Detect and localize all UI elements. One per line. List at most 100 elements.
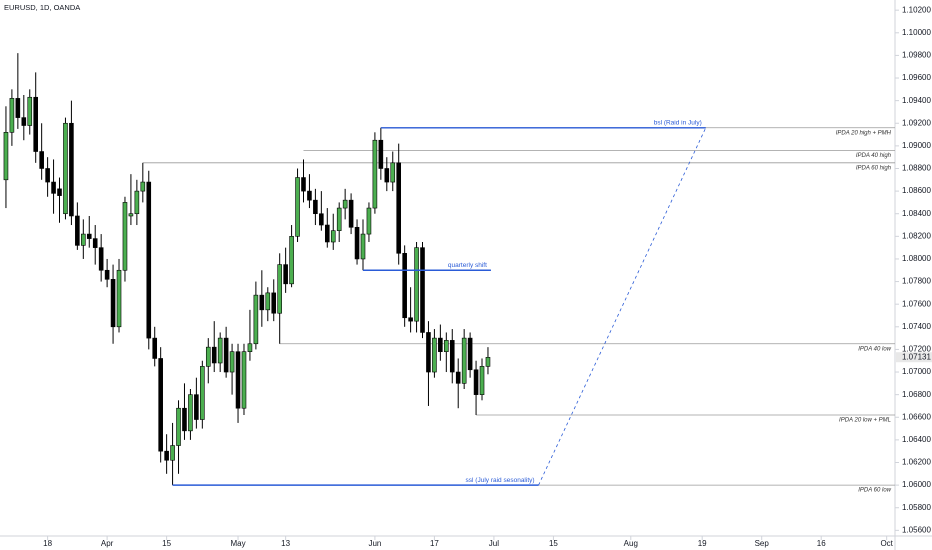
candle-body	[140, 181, 146, 192]
x-tick-label: Apr	[101, 539, 114, 548]
y-tick-label: 1.06400	[902, 435, 931, 444]
candle-body	[27, 96, 33, 126]
y-tick-label: 1.07800	[902, 277, 931, 286]
candle-body	[319, 213, 324, 226]
y-tick-label: 1.06000	[902, 480, 931, 489]
x-tick-label: May	[230, 539, 245, 548]
last-price-box	[896, 352, 932, 363]
x-tick-label: 15	[549, 539, 558, 548]
candle-body	[348, 199, 354, 228]
drawing-label: bsl (Raid in July)	[654, 119, 702, 126]
candle-body	[426, 332, 431, 373]
candle-body	[241, 351, 247, 409]
candle-body	[194, 394, 199, 420]
y-tick-label: 1.07400	[902, 322, 931, 331]
candle-body	[45, 168, 50, 183]
y-tick-label: 1.08600	[902, 186, 931, 195]
y-tick-label: 1.09800	[902, 51, 931, 60]
candle-body	[455, 371, 461, 384]
candle-body	[283, 264, 288, 285]
candle-body	[116, 269, 122, 328]
candle-body	[408, 317, 413, 322]
x-tick-label: Jul	[489, 539, 499, 548]
candle-body	[366, 207, 372, 235]
drawing-label: ssl (July raid sesonality)	[466, 477, 535, 484]
level-label: IPDA 40 low	[858, 346, 891, 352]
candle-body	[146, 181, 152, 339]
candle-body	[21, 117, 27, 126]
candle-body	[461, 337, 467, 384]
candle-body	[229, 351, 235, 373]
y-tick-label: 1.10000	[902, 28, 931, 37]
candle-body	[378, 139, 384, 169]
candle-body	[57, 188, 62, 196]
candle-body	[336, 207, 342, 231]
candle-body	[360, 233, 366, 260]
x-tick-label: 15	[162, 539, 171, 548]
x-tick-label: Sep	[755, 539, 770, 548]
candle-body	[402, 252, 407, 319]
candle-body	[372, 139, 378, 209]
y-tick-label: 1.06200	[902, 458, 931, 467]
candle-body	[104, 269, 110, 280]
candle-body	[128, 213, 134, 217]
candle-body	[63, 122, 68, 215]
candle-body	[176, 407, 181, 446]
candle-body	[295, 177, 300, 237]
candle-body	[396, 162, 402, 254]
y-tick-label: 1.09600	[902, 73, 931, 82]
candle-body	[473, 369, 479, 395]
candle-body	[289, 236, 294, 285]
y-tick-label: 1.06800	[902, 390, 931, 399]
candle-body	[414, 247, 419, 322]
candle-body	[200, 366, 205, 420]
candle-body	[205, 346, 211, 367]
candle-body	[277, 264, 282, 314]
candle-body	[69, 122, 74, 217]
candle-body	[75, 215, 80, 246]
candle-body	[265, 292, 271, 311]
y-tick-label: 1.07200	[902, 345, 931, 354]
candle-body	[390, 162, 396, 183]
candle-body	[134, 190, 140, 215]
candle-body	[9, 98, 15, 133]
candle-body	[158, 358, 163, 452]
candle-body	[354, 226, 360, 260]
y-tick-label: 1.06600	[902, 412, 931, 421]
candle-body	[51, 181, 56, 194]
candle-body	[164, 450, 169, 461]
candle-body	[235, 351, 241, 409]
candle-body	[223, 337, 229, 373]
candle-body	[122, 202, 128, 271]
level-label: IPDA 40 high	[856, 153, 892, 159]
candle-body	[307, 190, 312, 201]
y-tick-label: 1.09400	[902, 96, 931, 105]
y-tick-label: 1.07000	[902, 367, 931, 376]
y-tick-label: 1.08200	[902, 231, 931, 240]
x-tick-label: Oct	[880, 539, 893, 548]
x-tick-label: 17	[430, 539, 439, 548]
candle-body	[259, 294, 265, 311]
candle-body	[86, 233, 92, 239]
candle-body	[152, 337, 158, 359]
candle-body	[217, 337, 223, 364]
x-tick-label: 18	[43, 539, 52, 548]
x-tick-label: Jun	[368, 539, 381, 548]
level-label: IPDA 60 low	[858, 488, 891, 494]
candle-body	[33, 96, 39, 152]
candle-body	[342, 199, 348, 209]
candle-body	[98, 247, 104, 271]
y-tick-label: 1.10200	[902, 5, 931, 14]
last-price-label: 1.07131	[902, 352, 931, 361]
y-tick-label: 1.08400	[902, 209, 931, 218]
level-label: IPDA 60 high	[856, 165, 892, 171]
candle-body	[81, 233, 86, 246]
level-label: IPDA 20 high + PMH	[836, 130, 892, 136]
candle-body	[3, 132, 9, 181]
candle-body	[449, 340, 455, 373]
y-tick-label: 1.08000	[902, 254, 931, 263]
candle-body	[92, 238, 98, 248]
candle-body	[485, 357, 491, 367]
